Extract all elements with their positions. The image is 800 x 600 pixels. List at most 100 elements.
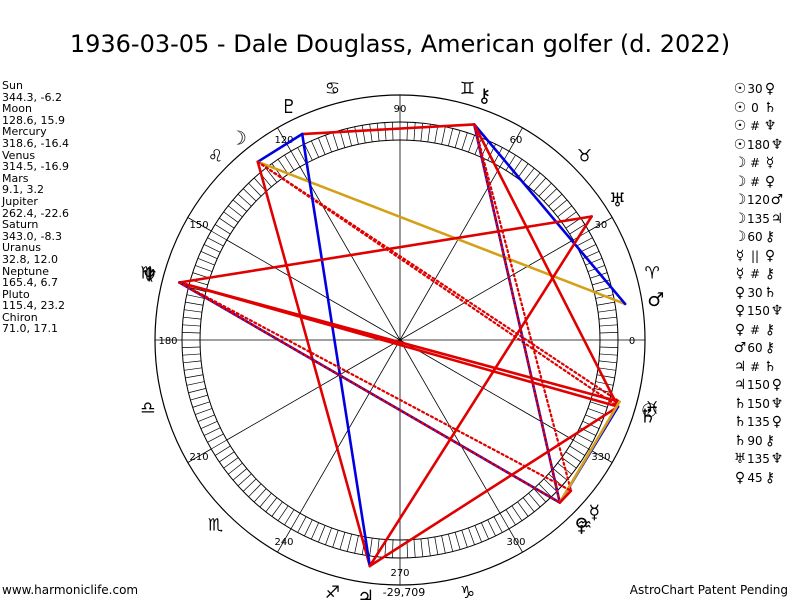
aspect-planet-1: ♀ <box>734 303 746 319</box>
degree-tick <box>223 211 239 223</box>
degree-tick <box>219 451 235 463</box>
aspect-type: 135 <box>747 415 770 429</box>
degree-tick <box>481 522 489 540</box>
degree-tick <box>454 130 461 148</box>
degree-tick <box>590 401 608 408</box>
aspect-type: # <box>749 322 761 337</box>
sector-divider-240 <box>277 528 292 553</box>
aspect-planet-2: ♀ <box>764 173 776 190</box>
degree-tick <box>585 258 603 266</box>
aspect-row: ☽120♂ <box>733 191 799 210</box>
degree-tick <box>182 324 201 327</box>
aspect-type: 90 <box>747 433 763 448</box>
degree-tick <box>413 122 416 141</box>
aspect-planet-1: ☉ <box>733 99 747 116</box>
degree-tick <box>184 309 202 313</box>
aspect-planet-2: ♆ <box>770 136 784 153</box>
degree-tick <box>598 360 617 364</box>
aspect-planet-2: ⚷ <box>764 229 776 245</box>
aspect-line-neptune-uranus <box>178 215 593 284</box>
degree-tick <box>203 427 221 436</box>
degree-label: 150 <box>190 220 209 231</box>
degree-tick <box>448 128 454 147</box>
aspect-line-moon-saturn <box>256 160 620 408</box>
degree-tick <box>533 488 547 503</box>
aspect-row: ☉180♆ <box>733 136 799 155</box>
aspect-type: 30 <box>747 82 763 96</box>
spoke-30 <box>399 239 574 341</box>
degree-tick <box>277 505 289 521</box>
aspect-planet-1: ☽ <box>733 210 747 227</box>
degree-tick <box>420 538 424 557</box>
planet-coords-moon: 128.6, 15.9 <box>2 113 65 127</box>
degree-tick <box>511 505 523 521</box>
degree-tick <box>557 205 573 218</box>
aspect-row: ♀ 30♄ <box>733 284 799 303</box>
degree-tick <box>441 126 446 145</box>
sector-divider-330 <box>588 448 613 463</box>
zodiac-sign-icon: ♐ <box>325 583 340 600</box>
degree-tick <box>517 501 529 517</box>
degree-tick <box>192 401 210 408</box>
aspect-row: ♄90 ⚷ <box>733 432 799 451</box>
aspect-line-neptune-mercury <box>178 281 573 492</box>
aspect-row: ☉ # ♆ <box>733 117 799 136</box>
footer-website[interactable]: www.harmoniclife.com <box>2 583 139 597</box>
aspect-planet-1: ♄ <box>733 414 747 430</box>
zodiac-sign-icon: ♌ <box>208 146 223 166</box>
aspect-row: ☿ || ♀ <box>733 247 799 266</box>
aspect-row: ♃ # ♄ <box>733 358 799 377</box>
degree-tick <box>339 532 346 550</box>
degree-tick <box>182 332 201 334</box>
degree-tick <box>203 244 221 253</box>
degree-tick <box>596 374 615 379</box>
planet-name-chiron: Chiron <box>2 310 38 324</box>
degree-tick <box>561 457 577 469</box>
zodiac-sign-icon: ♑ <box>460 583 475 600</box>
planet-name-saturn: Saturn <box>2 218 39 232</box>
sector-divider-210 <box>187 448 212 463</box>
degree-tick <box>413 539 416 558</box>
degree-tick <box>223 457 239 469</box>
degree-tick <box>346 533 352 552</box>
aspect-line-neptune-saturn <box>178 281 620 408</box>
aspect-row: ♅135♆ <box>733 450 799 469</box>
degree-tick <box>325 527 332 545</box>
aspect-row: ♄135 ♀ <box>733 413 799 432</box>
aspect-row: ☽135♃ <box>733 210 799 229</box>
bottom-value-label: -29,709 <box>383 586 425 599</box>
aspect-planet-2: ⚷ <box>764 469 776 486</box>
zodiac-sign-icon: ♍ <box>140 263 155 283</box>
aspect-row: ♂60 ⚷ <box>733 339 799 358</box>
degree-tick <box>297 516 307 533</box>
aspect-type: 45 <box>747 470 763 485</box>
aspect-planet-2: ♀ <box>764 247 776 264</box>
degree-tick <box>384 122 387 141</box>
aspect-line-chiron-mercury <box>473 123 573 492</box>
aspect-row: ☉30 ♀ <box>733 80 799 99</box>
degree-tick <box>369 124 373 142</box>
aspect-planet-2: ♆ <box>770 395 784 412</box>
degree-tick <box>200 251 218 259</box>
degree-tick <box>195 265 213 272</box>
degree-tick <box>318 525 326 543</box>
degree-tick <box>232 199 248 212</box>
planet-coords-saturn: 343.0, -8.3 <box>2 229 62 243</box>
degree-tick <box>522 497 535 513</box>
aspect-line-jupiter-saturn <box>368 405 620 568</box>
degree-label: 300 <box>506 537 525 548</box>
degree-tick <box>593 286 612 292</box>
footer-patent-note: AstroChart Patent Pending <box>629 583 788 597</box>
degree-tick <box>248 182 262 197</box>
degree-tick <box>242 478 257 492</box>
degree-tick <box>468 135 475 153</box>
zodiac-sign-icon: ♈ <box>644 263 659 283</box>
aspect-planet-2: ♄ <box>763 284 777 301</box>
degree-tick <box>461 530 468 548</box>
degree-tick <box>499 513 510 529</box>
degree-tick <box>392 539 394 558</box>
degree-tick <box>576 237 593 247</box>
degree-tick <box>505 509 516 526</box>
degree-tick <box>248 483 262 498</box>
aspect-planet-2: ♀ <box>764 81 776 97</box>
